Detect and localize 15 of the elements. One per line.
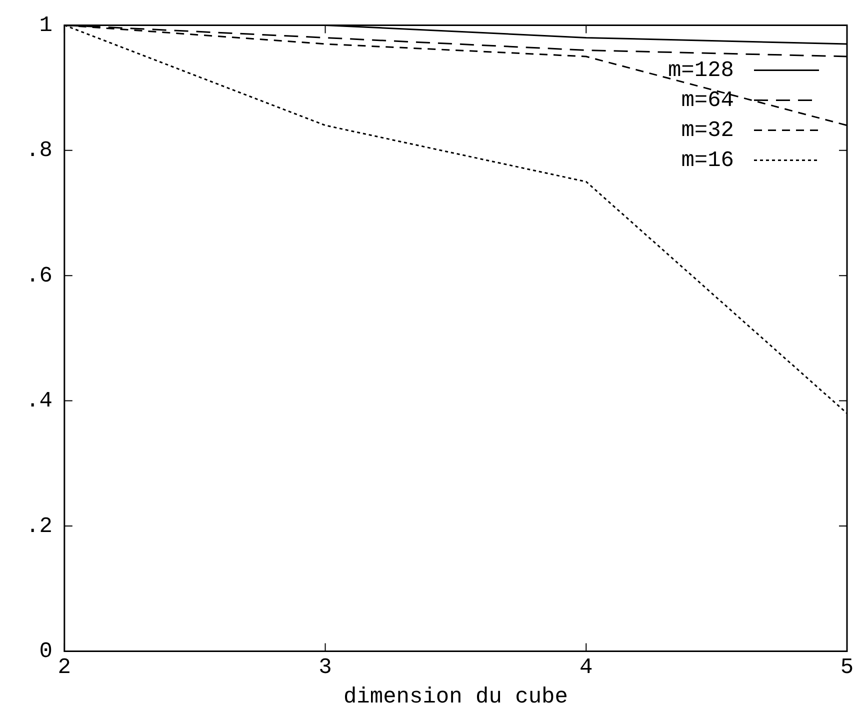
x-tick-label: 2 [58, 655, 72, 680]
x-axis-title: dimension du cube [343, 684, 568, 710]
legend-label: m=64 [681, 88, 734, 114]
y-tick-label: .8 [26, 138, 52, 164]
x-tick-label: 3 [318, 655, 332, 680]
y-tick-label: 0 [39, 639, 52, 664]
legend-label: m=128 [668, 58, 734, 84]
y-tick-label: .2 [26, 514, 52, 539]
legend-label: m=16 [681, 148, 734, 174]
y-tick-label: .6 [26, 263, 52, 288]
x-tick-label: 4 [580, 655, 593, 680]
y-tick-label: .4 [26, 388, 52, 414]
legend-label: m=32 [681, 118, 734, 144]
x-tick-label: 5 [840, 655, 854, 680]
y-tick-label: 1 [39, 13, 52, 38]
